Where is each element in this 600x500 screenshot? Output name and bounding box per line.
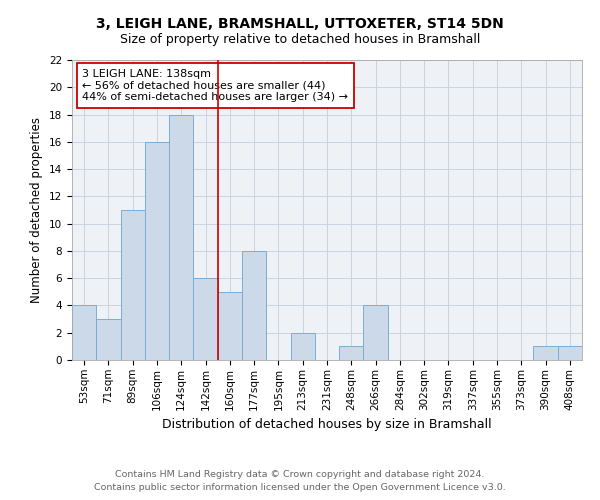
Text: Contains HM Land Registry data © Crown copyright and database right 2024.: Contains HM Land Registry data © Crown c… [115, 470, 485, 479]
Bar [193, 278, 218, 360]
Y-axis label: Number of detached properties: Number of detached properties [31, 117, 43, 303]
Bar [339, 346, 364, 360]
Bar [72, 306, 96, 360]
Bar [242, 251, 266, 360]
Bar [121, 210, 145, 360]
Bar [364, 306, 388, 360]
Bar [145, 142, 169, 360]
Text: 3, LEIGH LANE, BRAMSHALL, UTTOXETER, ST14 5DN: 3, LEIGH LANE, BRAMSHALL, UTTOXETER, ST1… [96, 18, 504, 32]
Bar [218, 292, 242, 360]
Bar [558, 346, 582, 360]
Bar [533, 346, 558, 360]
Bar [290, 332, 315, 360]
X-axis label: Distribution of detached houses by size in Bramshall: Distribution of detached houses by size … [162, 418, 492, 431]
Text: Size of property relative to detached houses in Bramshall: Size of property relative to detached ho… [120, 32, 480, 46]
Bar [169, 114, 193, 360]
Bar [96, 319, 121, 360]
Text: Contains public sector information licensed under the Open Government Licence v3: Contains public sector information licen… [94, 484, 506, 492]
Text: 3 LEIGH LANE: 138sqm
← 56% of detached houses are smaller (44)
44% of semi-detac: 3 LEIGH LANE: 138sqm ← 56% of detached h… [82, 69, 348, 102]
